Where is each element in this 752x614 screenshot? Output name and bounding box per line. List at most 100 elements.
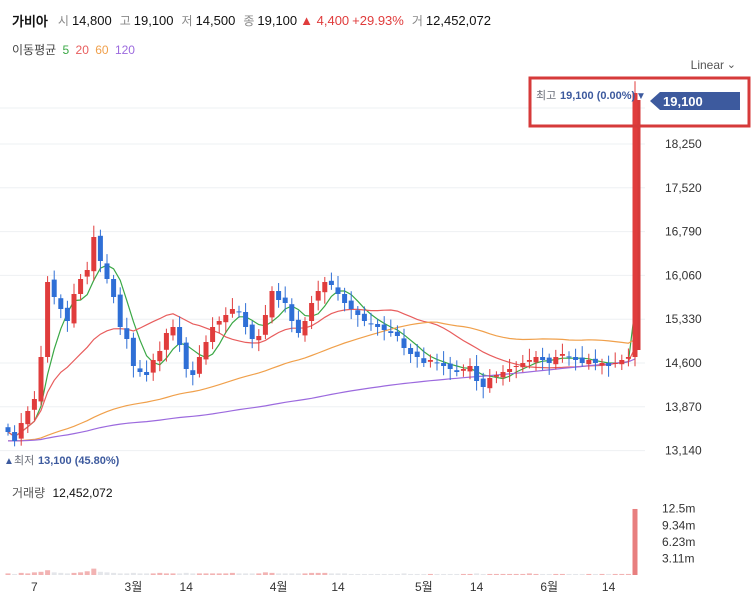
volume-bar — [216, 573, 222, 575]
candle-body — [500, 372, 506, 378]
candle-body — [84, 270, 90, 277]
candle-body — [71, 294, 77, 324]
volume-bar — [533, 573, 539, 575]
candle-body — [467, 366, 473, 372]
volume-bar — [394, 573, 400, 575]
candle-body — [414, 351, 420, 357]
volume-bar — [474, 573, 480, 575]
volume-bar — [12, 573, 18, 575]
volume-bar — [236, 573, 242, 575]
close-value: 19,100 — [257, 12, 298, 28]
volume-bar — [328, 573, 334, 575]
candle-body — [361, 313, 367, 321]
x-tick-label: 5월 — [415, 580, 433, 594]
candle-body — [441, 363, 447, 366]
volume-bar — [130, 572, 136, 575]
volume-bar — [467, 573, 473, 575]
volume-bar — [124, 573, 130, 575]
volume-bar — [579, 573, 585, 575]
change-percent: +29.93% — [352, 12, 404, 28]
y-tick-label: 15,330 — [665, 312, 702, 326]
volume-bar — [45, 570, 51, 575]
candle-body — [12, 432, 18, 441]
volume-bar — [170, 573, 176, 575]
ma-20-line — [7, 308, 636, 438]
high-marker-value: 19,100 (0.00%) — [560, 90, 636, 102]
volume-bar — [262, 572, 268, 575]
candle-body — [130, 337, 136, 366]
candle-body — [18, 423, 24, 439]
volume-bar — [421, 573, 427, 575]
candle-body — [229, 309, 235, 314]
y-tick-label: 16,790 — [665, 225, 702, 239]
ma-120-line — [8, 358, 636, 442]
candle-body — [566, 356, 572, 358]
open-value: 14,800 — [71, 12, 112, 28]
high-marker-label: 최고 — [536, 89, 556, 102]
candle-body — [243, 312, 249, 327]
current-price-tag — [650, 92, 740, 110]
change-value: ▲ 4,400 — [300, 12, 350, 28]
candle-body — [282, 297, 288, 303]
x-tick-label: 3월 — [125, 580, 143, 594]
candle-body — [276, 291, 282, 300]
volume-bar — [434, 573, 440, 575]
volume-bar — [553, 573, 559, 575]
volume-bar — [454, 573, 460, 575]
volume-bar — [289, 573, 295, 575]
candle-body — [322, 282, 328, 293]
high-label: 고 — [119, 13, 131, 28]
candle-body — [355, 310, 361, 315]
low-marker-label: 최저 — [14, 454, 34, 467]
candle-body — [45, 282, 51, 357]
volume-bar — [38, 571, 44, 575]
candle-body — [394, 331, 400, 336]
volume-bar — [520, 573, 526, 575]
volume-bar — [546, 573, 552, 575]
moving-average-legend: 이동평균 5 20 60 120 — [12, 41, 138, 58]
candle-body — [513, 366, 519, 367]
chevron-down-icon[interactable]: ⌄ — [726, 59, 736, 71]
y-tick-label: 16,060 — [665, 268, 702, 282]
scale-mode-button[interactable]: Linear — [690, 58, 724, 72]
volume-tick-label: 9.34m — [662, 518, 695, 532]
x-tick-label: 4월 — [270, 580, 288, 594]
low-label: 저 — [181, 13, 193, 28]
volume-bar — [315, 572, 321, 575]
candle-body — [421, 358, 427, 363]
candle-body — [487, 378, 493, 389]
volume-bar — [606, 573, 612, 575]
volume-bar — [460, 573, 466, 575]
candle-body — [592, 358, 598, 363]
price-summary-header: 가비아 시 14,800 고 19,100 저 14,500 종 19,100 … — [12, 10, 491, 30]
candle-body — [328, 280, 334, 285]
ma-120-label[interactable]: 120 — [114, 43, 135, 57]
candle-body — [269, 291, 275, 318]
candle-body — [196, 357, 202, 374]
volume-bar — [559, 573, 565, 575]
candle-body — [632, 93, 638, 357]
volume-bar — [203, 573, 209, 575]
volume-bar — [196, 573, 202, 575]
candle-body — [342, 294, 348, 303]
candle-body — [144, 372, 150, 375]
candle-body — [586, 360, 592, 365]
current-price-label: 19,100 — [663, 94, 703, 109]
ma-20-label[interactable]: 20 — [75, 43, 89, 57]
candle-body — [447, 363, 453, 369]
candle-body — [507, 369, 513, 372]
ma-5-line — [7, 264, 636, 438]
candle-body — [533, 357, 539, 363]
low-marker-value: 13,100 (45.80%) — [38, 455, 120, 467]
ma-60-label[interactable]: 60 — [95, 43, 109, 57]
candle-body — [526, 360, 532, 362]
candle-body — [216, 321, 222, 325]
volume-bar — [104, 572, 110, 575]
ma-5-label[interactable]: 5 — [62, 43, 70, 57]
candle-body — [25, 411, 31, 425]
volume-bar — [342, 573, 348, 575]
volume-bar — [302, 573, 308, 575]
volume-bar — [58, 572, 64, 575]
candle-body — [625, 357, 631, 359]
